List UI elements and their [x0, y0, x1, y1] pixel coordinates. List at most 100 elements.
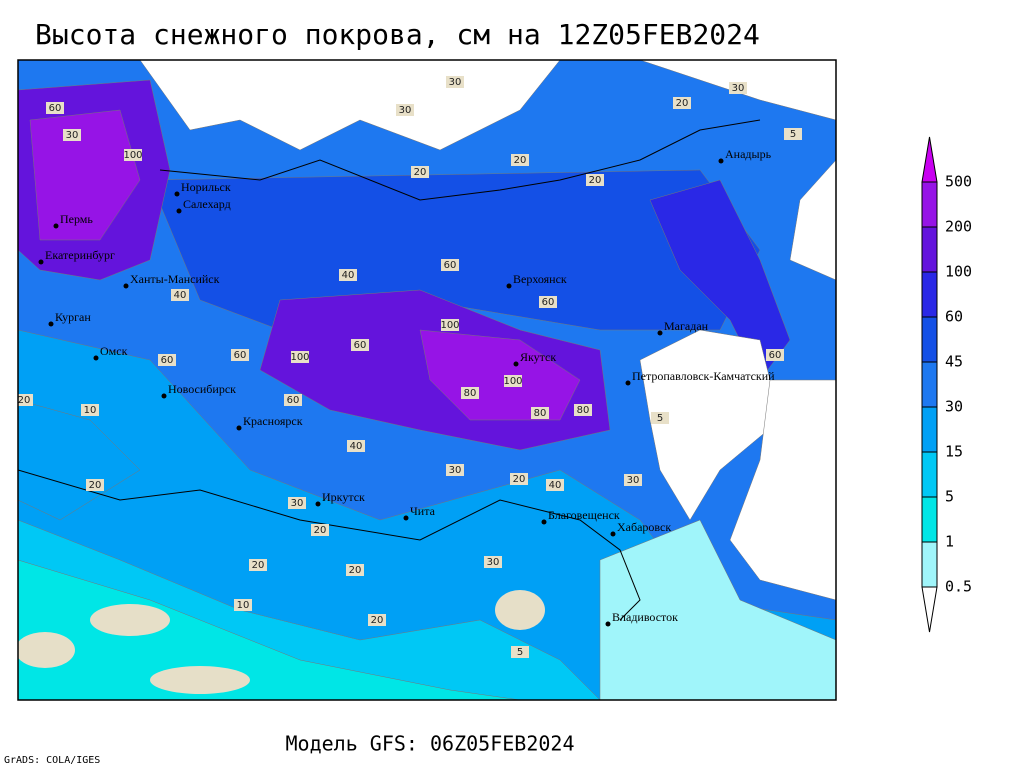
- no-snow-area: [18, 632, 75, 668]
- contour-label: 10: [237, 600, 250, 611]
- city-marker: [403, 515, 409, 521]
- contour-label: 30: [449, 465, 462, 476]
- contour-label-bg: [234, 599, 252, 611]
- contour-label-bg: [504, 375, 522, 387]
- contour-label-bg: [673, 97, 691, 109]
- contour-label-bg: [546, 479, 564, 491]
- contour-label-bg: [510, 473, 528, 485]
- city-label: Екатеринбург: [45, 248, 115, 262]
- colorbar-label: 5: [945, 488, 954, 506]
- coastline: [159, 119, 761, 201]
- contour-label-bg: [249, 559, 267, 571]
- city-label: Анадырь: [725, 147, 772, 161]
- contour-label-bg: [766, 349, 784, 361]
- city-label: Красноярск: [243, 414, 303, 428]
- border-line: [18, 469, 641, 621]
- city-label: Хабаровск: [617, 520, 671, 534]
- contour-label-bg: [288, 497, 306, 509]
- contour-label: 20: [676, 98, 689, 109]
- contour-label: 20: [414, 167, 427, 178]
- contour-label: 20: [314, 525, 327, 536]
- colorbar-box: [921, 181, 938, 228]
- contour-label-bg: [171, 289, 189, 301]
- city-marker: [605, 621, 611, 627]
- city-label: Норильск: [181, 180, 231, 194]
- contour-label-bg: [124, 149, 142, 161]
- contour-label-bg: [511, 646, 529, 658]
- contour-label-bg: [441, 319, 459, 331]
- contour-label: 5: [790, 129, 796, 140]
- contour-label: 20: [589, 175, 602, 186]
- map-frame: [17, 59, 837, 701]
- colorbar-box: [921, 496, 938, 543]
- contour-label-bg: [411, 166, 429, 178]
- city-marker: [161, 393, 167, 399]
- contour-label-bg: [586, 174, 604, 186]
- contour-label: 60: [49, 103, 62, 114]
- colorbar-label: 60: [945, 308, 963, 326]
- snow-region: [419, 329, 581, 421]
- city-label: Салехард: [183, 197, 231, 211]
- contour-label-bg: [339, 269, 357, 281]
- contour-label-bg: [396, 104, 414, 116]
- city-label: Благовещенск: [548, 508, 620, 522]
- colorbar-box: [921, 406, 938, 453]
- snow-region: [729, 379, 836, 601]
- snow-region: [789, 159, 836, 281]
- contour-label-bg: [368, 614, 386, 626]
- contour-label-bg: [311, 524, 329, 536]
- colorbar-label: 0.5: [945, 578, 972, 596]
- no-snow-area: [90, 604, 170, 636]
- city-label: Владивосток: [612, 610, 678, 624]
- city-marker: [53, 223, 59, 229]
- colorbar-box: [921, 316, 938, 363]
- model-label: Модель GFS: 06Z05FEB2024: [286, 732, 575, 756]
- contour-label: 40: [174, 290, 187, 301]
- snow-region: [18, 559, 521, 700]
- contour-label: 20: [89, 480, 102, 491]
- contour-label: 100: [123, 150, 142, 161]
- contour-label-bg: [446, 76, 464, 88]
- contour-label: 30: [449, 77, 462, 88]
- snow-region: [639, 329, 781, 521]
- city-marker: [506, 283, 512, 289]
- contour-label: 60: [769, 350, 782, 361]
- contour-label: 20: [513, 474, 526, 485]
- contour-label: 30: [487, 557, 500, 568]
- contour-label: 60: [161, 355, 174, 366]
- contour-label: 10: [84, 405, 97, 416]
- city-label: Пермь: [60, 212, 93, 226]
- contour-label: 30: [732, 83, 745, 94]
- city-marker: [541, 519, 547, 525]
- contour-label-bg: [346, 564, 364, 576]
- city-label: Верхоянск: [513, 272, 567, 286]
- contour-label-bg: [158, 354, 176, 366]
- contour-label-bg: [511, 154, 529, 166]
- colorbar-label: 15: [945, 443, 963, 461]
- contour-label: 20: [349, 565, 362, 576]
- contour-label-bg: [531, 407, 549, 419]
- credit: GrADS: COLA/IGES: [4, 755, 100, 766]
- contour-label: 30: [66, 130, 79, 141]
- colorbar-box: [921, 271, 938, 318]
- colorbar-box: [921, 451, 938, 498]
- contour-label-bg: [651, 412, 669, 424]
- contour-label-bg: [539, 296, 557, 308]
- city-marker: [657, 330, 663, 336]
- city-label: Омск: [100, 344, 128, 358]
- city-marker: [93, 355, 99, 361]
- contour-label-bg: [81, 404, 99, 416]
- snow-region: [29, 109, 141, 241]
- colorbar-label: 500: [945, 173, 972, 191]
- contour-label: 80: [534, 408, 547, 419]
- colorbar-top: [921, 136, 938, 183]
- contour-label: 30: [627, 475, 640, 486]
- contour-label: 100: [503, 376, 522, 387]
- contour-label: 40: [350, 441, 363, 452]
- contour-label-bg: [729, 82, 747, 94]
- city-marker: [236, 425, 242, 431]
- contour-label-bg: [441, 259, 459, 271]
- city-marker: [718, 158, 724, 164]
